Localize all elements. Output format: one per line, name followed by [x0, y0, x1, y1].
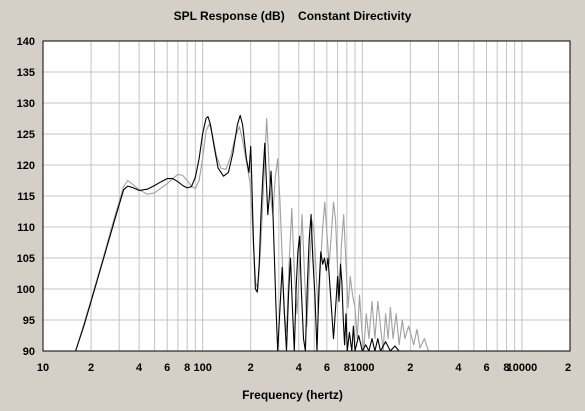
x-tick-label: 2 — [565, 362, 571, 374]
x-tick-label: 6 — [164, 362, 170, 374]
y-tick-label: 95 — [23, 315, 35, 327]
x-tick-label: 2 — [248, 362, 254, 374]
x-tick-label: 4 — [296, 362, 303, 374]
x-tick-label: 100 — [193, 362, 211, 374]
y-tick-label: 135 — [17, 67, 35, 79]
x-tick-label: 6 — [324, 362, 330, 374]
x-tick-label: 10 — [37, 362, 49, 374]
x-tick-label: 6 — [483, 362, 489, 374]
chart-title: SPL Response (dB) Constant Directivity — [173, 9, 412, 23]
x-tick-label: 2 — [88, 362, 94, 374]
x-axis-label: Frequency (hertz) — [242, 388, 343, 402]
x-tick-label: 4 — [455, 362, 462, 374]
y-tick-label: 115 — [17, 191, 35, 203]
x-tick-label: 4 — [136, 362, 143, 374]
x-tick-label: 8 — [184, 362, 190, 374]
y-tick-label: 90 — [23, 346, 35, 358]
x-tick-label: 2 — [407, 362, 413, 374]
series-line-1 — [75, 117, 430, 352]
y-tick-label: 125 — [17, 129, 35, 141]
plot-frame — [42, 40, 571, 352]
y-tick-label: 140 — [17, 36, 35, 48]
x-tick-label: 1000 — [350, 362, 374, 374]
y-tick-label: 100 — [17, 284, 35, 296]
y-tick-label: 120 — [17, 160, 35, 172]
y-tick-label: 105 — [17, 253, 35, 265]
y-tick-label: 130 — [17, 98, 35, 110]
y-axis-ticks: 90 95 100 105 110 115 120 125 130 135 140 — [17, 36, 35, 358]
x-tick-label: 8 — [503, 362, 509, 374]
series-layer — [42, 40, 571, 352]
series-line-0 — [75, 114, 400, 352]
y-tick-label: 110 — [17, 222, 35, 234]
x-tick-label: 10000 — [507, 362, 538, 374]
x-tick-label: 8 — [344, 362, 350, 374]
